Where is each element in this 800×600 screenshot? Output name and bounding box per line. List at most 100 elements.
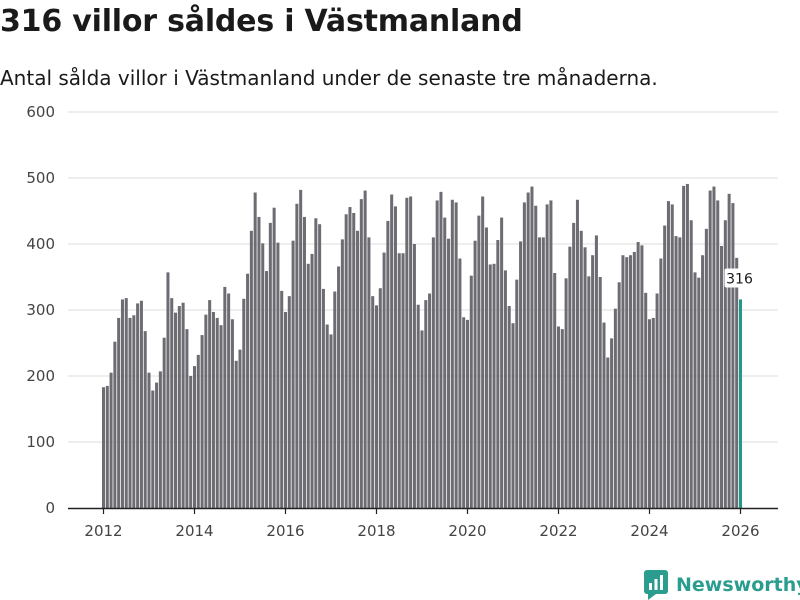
x-tick-label: 2024 bbox=[630, 522, 668, 540]
bar bbox=[143, 331, 147, 508]
bar bbox=[412, 244, 416, 508]
bar bbox=[325, 324, 329, 508]
bar bbox=[572, 222, 576, 508]
bar bbox=[522, 202, 526, 509]
bar bbox=[678, 237, 682, 508]
bar bbox=[651, 317, 655, 508]
bar bbox=[306, 263, 310, 508]
bar bbox=[234, 360, 238, 508]
bar bbox=[333, 291, 337, 508]
bar bbox=[420, 330, 424, 508]
bar bbox=[613, 308, 617, 508]
bar bbox=[731, 203, 735, 508]
y-tick-label: 100 bbox=[26, 433, 55, 451]
bar bbox=[204, 314, 208, 508]
bar bbox=[666, 201, 670, 508]
bar bbox=[185, 329, 189, 508]
bar bbox=[295, 203, 299, 509]
bar bbox=[291, 240, 295, 508]
bar bbox=[132, 315, 136, 508]
bar bbox=[363, 190, 367, 509]
bar bbox=[500, 217, 504, 508]
bar bbox=[299, 189, 303, 508]
y-tick-label: 0 bbox=[45, 499, 55, 517]
bar bbox=[556, 326, 561, 508]
bar bbox=[371, 296, 375, 508]
last-value-label: 316 bbox=[726, 271, 753, 287]
bar bbox=[310, 253, 314, 508]
bar bbox=[507, 306, 511, 508]
bar bbox=[208, 300, 212, 508]
bar bbox=[397, 253, 401, 508]
x-tick-label: 2012 bbox=[84, 522, 122, 540]
bar bbox=[450, 199, 454, 508]
bar bbox=[120, 299, 124, 508]
bar bbox=[238, 349, 242, 508]
bar bbox=[219, 325, 223, 508]
bar bbox=[594, 235, 598, 509]
bar bbox=[587, 276, 591, 508]
bar bbox=[549, 200, 553, 508]
bar bbox=[242, 298, 246, 508]
bar bbox=[606, 357, 610, 508]
bar bbox=[257, 216, 261, 508]
bar bbox=[579, 230, 583, 509]
bar bbox=[192, 366, 197, 508]
y-tick-label: 600 bbox=[26, 103, 55, 121]
bar bbox=[230, 319, 234, 508]
bar bbox=[541, 237, 545, 508]
bar bbox=[177, 306, 181, 508]
bar bbox=[318, 224, 322, 508]
bar-latest bbox=[738, 299, 743, 508]
bar bbox=[674, 236, 678, 508]
x-tick-label: 2016 bbox=[266, 522, 304, 540]
bar bbox=[723, 220, 727, 509]
bar bbox=[352, 212, 356, 509]
bar bbox=[526, 192, 530, 508]
bar bbox=[253, 192, 257, 508]
bar bbox=[166, 272, 170, 508]
bar bbox=[101, 387, 106, 508]
bar bbox=[227, 293, 231, 508]
y-tick-label: 300 bbox=[26, 301, 55, 319]
bar bbox=[670, 204, 674, 508]
bar bbox=[458, 258, 462, 508]
bar bbox=[405, 197, 409, 509]
bar bbox=[272, 207, 276, 508]
bar bbox=[401, 253, 405, 508]
bar bbox=[534, 205, 538, 508]
bar bbox=[484, 227, 488, 508]
bar bbox=[659, 258, 663, 508]
bar bbox=[462, 317, 466, 508]
x-tick-label: 2026 bbox=[721, 522, 759, 540]
bar bbox=[117, 317, 121, 508]
bar bbox=[629, 255, 633, 508]
bar bbox=[390, 194, 394, 508]
bar bbox=[435, 200, 439, 508]
bar bbox=[302, 216, 306, 508]
bar bbox=[337, 266, 341, 508]
bar bbox=[708, 190, 712, 509]
bar bbox=[151, 390, 155, 508]
bar bbox=[602, 322, 606, 508]
bar bbox=[155, 382, 159, 508]
bar bbox=[477, 215, 481, 508]
chart-title: 316 villor såldes i Västmanland bbox=[0, 4, 523, 39]
bar bbox=[689, 220, 693, 509]
bar bbox=[283, 311, 288, 508]
bar bbox=[511, 323, 515, 508]
bar bbox=[553, 273, 557, 508]
bar bbox=[393, 206, 397, 508]
bar bbox=[181, 302, 185, 508]
newsworthy-logo-icon bbox=[644, 570, 668, 600]
x-tick-label: 2014 bbox=[175, 522, 213, 540]
bar bbox=[249, 230, 253, 509]
bar bbox=[469, 275, 473, 508]
y-tick-label: 200 bbox=[26, 367, 55, 385]
bar bbox=[280, 290, 284, 508]
bar bbox=[617, 282, 621, 508]
y-tick-label: 400 bbox=[26, 235, 55, 253]
x-tick-label: 2018 bbox=[357, 522, 395, 540]
last-value-label-bg bbox=[724, 268, 757, 288]
bar bbox=[359, 199, 363, 508]
